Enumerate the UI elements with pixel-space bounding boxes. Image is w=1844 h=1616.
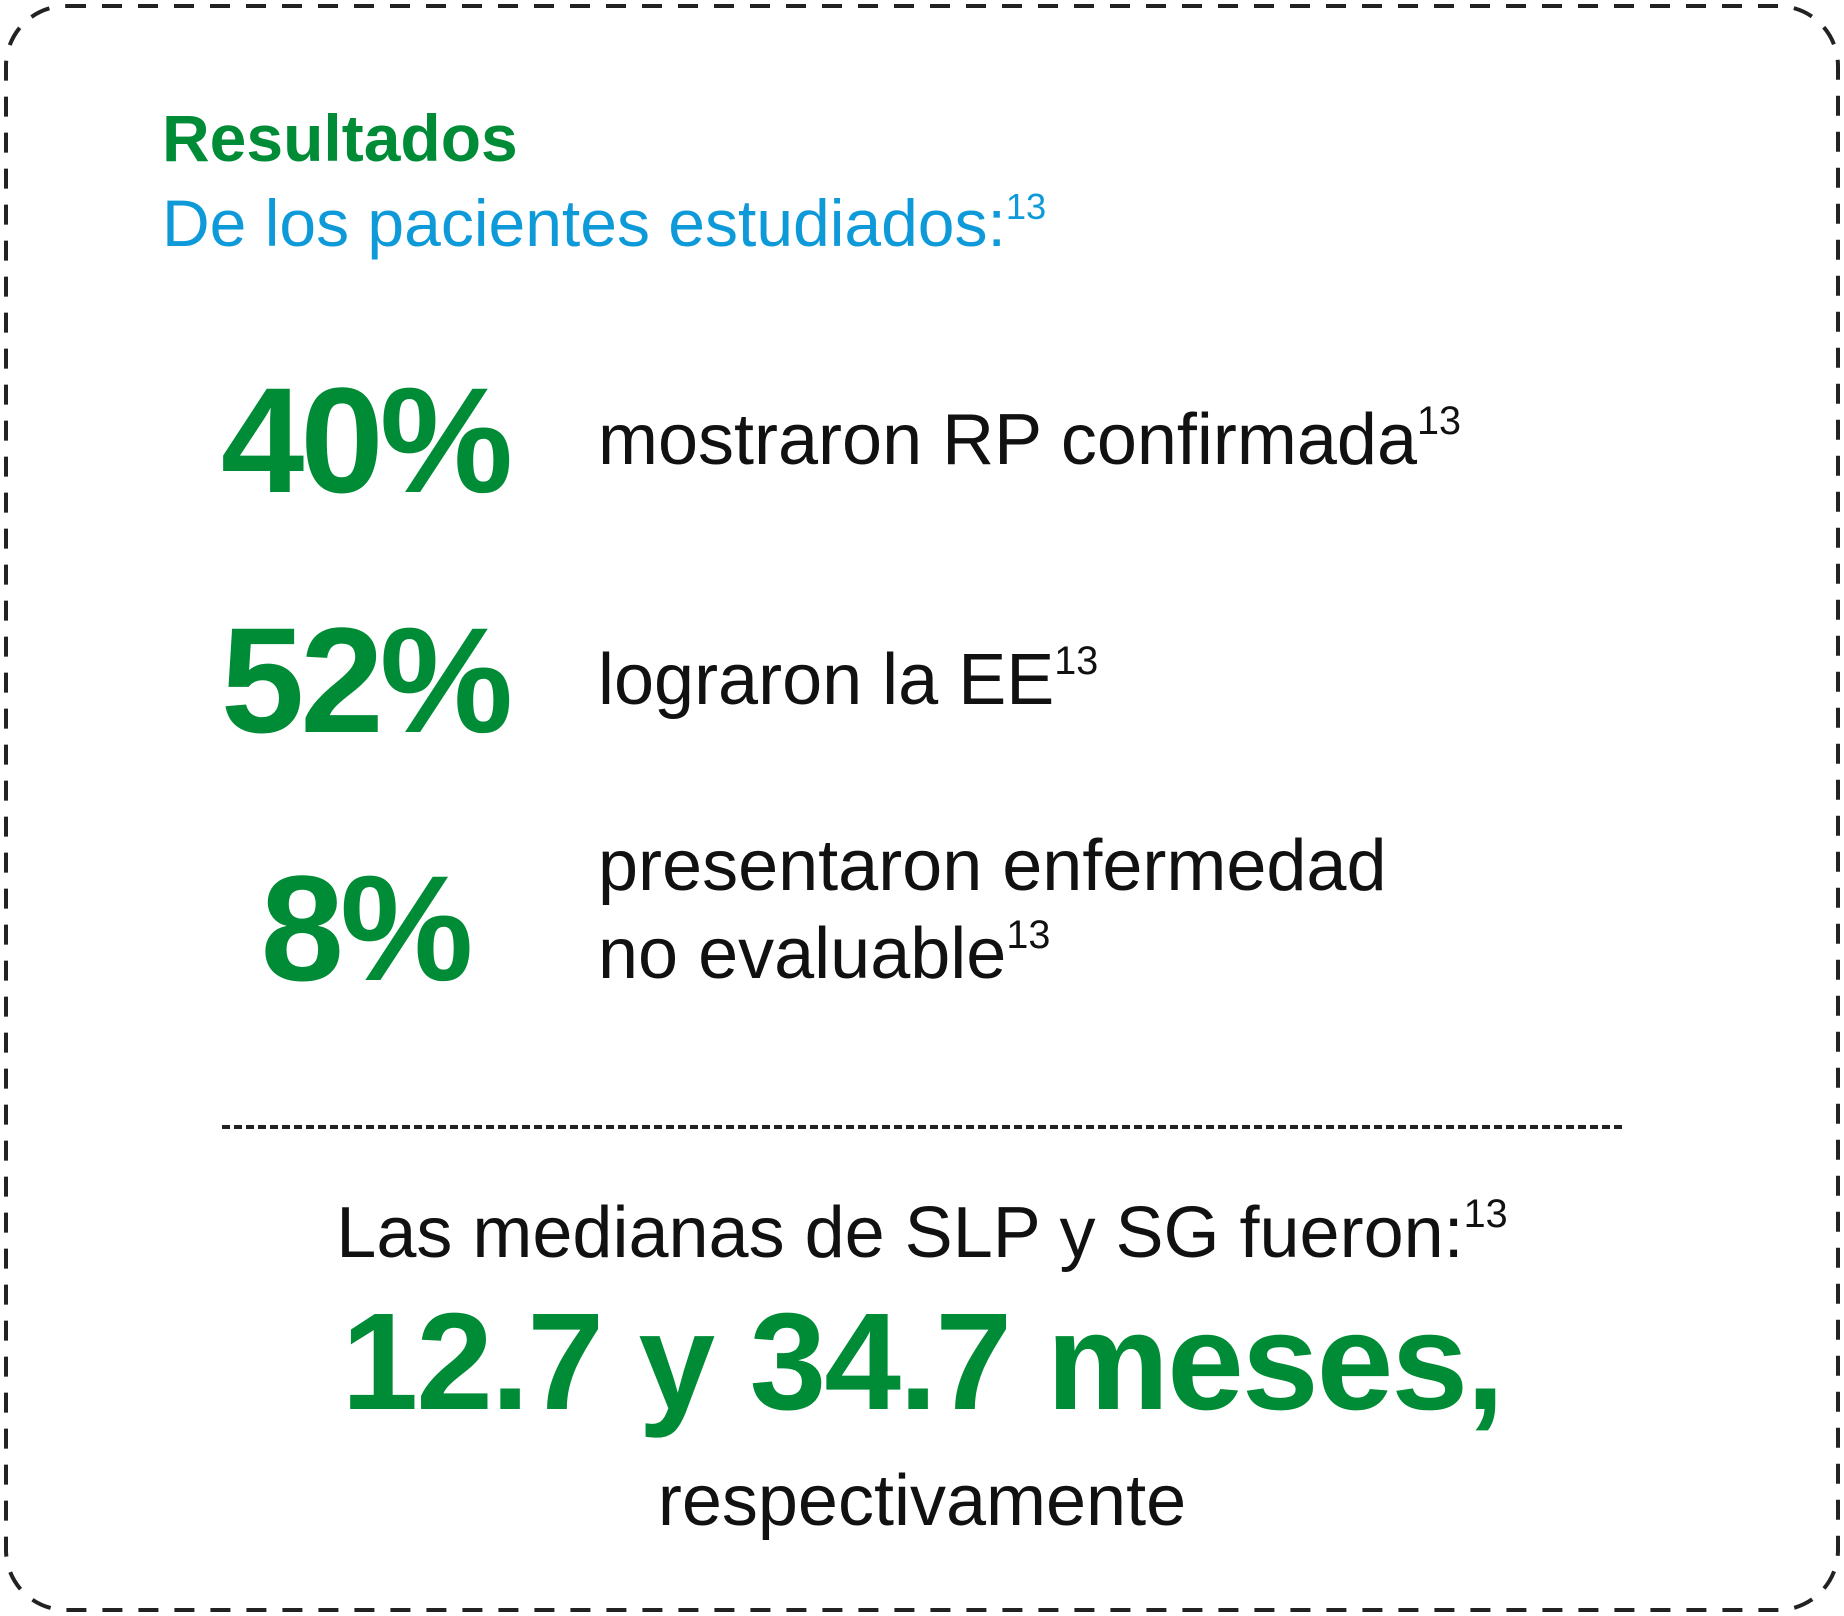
stat-description-line2: no evaluable [598, 914, 1007, 994]
section-subtitle: De los pacientes estudiados:13 [162, 183, 1046, 263]
medians-label-text: Las medianas de SLP y SG fueron: [336, 1193, 1464, 1273]
stat-reference: 13 [1417, 399, 1462, 444]
medians-label: Las medianas de SLP y SG fueron:13 [0, 1188, 1844, 1278]
section-divider [222, 1125, 1622, 1129]
stat-description-line1: presentaron enfermedad [598, 826, 1387, 906]
medians-note: respectivamente [657, 1461, 1187, 1541]
stat-value: 52% [220, 596, 513, 764]
medians-value: 12.7 y 34.7 meses, [341, 1285, 1505, 1439]
stat-description-text: lograron la EE [598, 640, 1055, 720]
stat-description: lograron la EE13 [598, 636, 1718, 724]
stat-description-text: mostraron RP confirmada [598, 400, 1417, 480]
stat-description: mostraron RP confirmada13 [598, 396, 1718, 484]
stat-reference: 13 [1054, 639, 1099, 684]
stat-value: 8% [260, 844, 474, 1012]
medians-reference: 13 [1463, 1192, 1508, 1237]
stat-value: 40% [220, 356, 513, 524]
subtitle-text: De los pacientes estudiados: [162, 186, 1006, 260]
subtitle-reference: 13 [1005, 185, 1047, 227]
stat-reference: 13 [1006, 913, 1051, 958]
stat-description: presentaron enfermedad no evaluable13 [598, 822, 1718, 998]
section-title: Resultados [162, 101, 518, 175]
